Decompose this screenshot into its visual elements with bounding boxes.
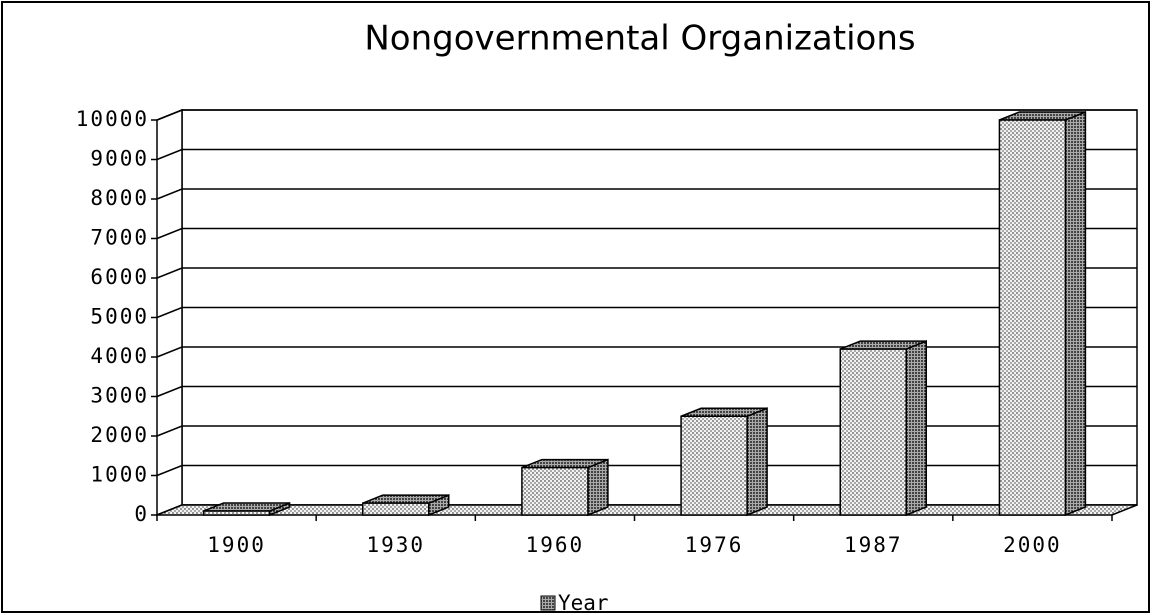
x-tick-label: 1930 — [366, 533, 425, 557]
bar-side — [1064, 110, 1087, 517]
bar-side — [746, 407, 768, 517]
grid-line — [156, 267, 1137, 279]
grid-line — [156, 306, 1137, 319]
grid-line — [156, 425, 1137, 437]
y-tick-label: 5000 — [90, 305, 149, 329]
y-tick-label: 0 — [134, 502, 149, 526]
y-tick-label: 2000 — [90, 423, 149, 447]
bar — [202, 510, 271, 516]
y-tick-label: 4000 — [90, 344, 149, 368]
floor — [156, 504, 1138, 516]
grid-line — [156, 346, 1137, 358]
grid-line — [156, 227, 1137, 240]
y-tick-label: 3000 — [90, 384, 149, 408]
grid-line — [156, 464, 1137, 477]
legend-label: Year — [558, 591, 609, 615]
bar — [521, 466, 589, 516]
grid-line — [156, 385, 1137, 398]
bar-side — [587, 458, 609, 517]
x-tick-label: 1900 — [207, 533, 266, 557]
y-tick-label: 9000 — [90, 147, 149, 171]
y-tick-label: 6000 — [90, 265, 149, 289]
bar — [839, 348, 907, 516]
y-tick-label: 8000 — [90, 186, 149, 210]
x-tick-label: 1987 — [844, 533, 903, 557]
y-tick-label: 7000 — [90, 226, 149, 250]
grid-line — [156, 109, 1137, 121]
y-tick-label: 1000 — [90, 463, 149, 487]
x-tick-label: 2000 — [1003, 533, 1062, 557]
bar — [362, 502, 430, 516]
grid-line — [156, 148, 1137, 161]
x-tick-label: 1960 — [526, 533, 585, 557]
bar — [680, 415, 748, 516]
bar — [998, 119, 1067, 516]
y-tick-label: 10000 — [76, 107, 149, 131]
grid-line — [156, 188, 1137, 200]
chart-title: Nongovernmental Organizations — [364, 19, 915, 59]
legend-swatch — [540, 595, 556, 611]
bar-side — [905, 339, 927, 517]
x-tick-label: 1976 — [685, 533, 744, 557]
